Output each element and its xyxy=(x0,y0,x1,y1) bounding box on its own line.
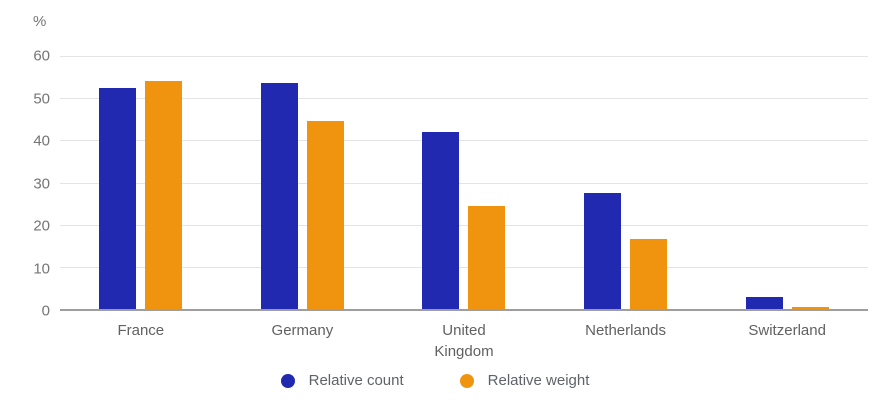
bar-groups xyxy=(60,56,868,309)
bar-relative-weight-netherlands xyxy=(630,239,668,309)
y-axis-tick-label-0: 0 xyxy=(41,302,50,320)
x-axis-label-france: France xyxy=(117,322,165,339)
y-axis-tick-label-10: 10 xyxy=(33,260,50,277)
plot-area xyxy=(60,56,868,311)
gridline-30 xyxy=(60,182,868,184)
bar-relative-weight-france xyxy=(145,81,183,309)
gridline-20 xyxy=(60,224,868,226)
bar-relative-count-germany xyxy=(260,83,298,309)
bar-relative-weight-germany xyxy=(306,121,344,309)
y-axis-tick-label-20: 20 xyxy=(33,217,50,235)
gridline-40 xyxy=(60,140,868,142)
bar-relative-count-switzerland xyxy=(745,297,783,309)
bar-relative-weight-switzerland xyxy=(791,306,829,309)
x-axis-label-united-kingdom: United Kingdom xyxy=(434,322,494,360)
y-axis-tick-label-30: 30 xyxy=(33,175,50,192)
x-axis: France Germany United Kingdom Netherlands Sw… xyxy=(60,320,868,362)
bar-group-switzerland xyxy=(745,56,829,309)
bar-group-united-kingdom xyxy=(422,56,506,309)
legend-label-relative-count: Relative count xyxy=(308,372,404,389)
bar-group-france xyxy=(99,56,183,309)
gridline-10 xyxy=(60,266,868,268)
bar-relative-count-united-kingdom xyxy=(422,131,460,309)
bar-relative-count-netherlands xyxy=(584,193,622,309)
y-axis-unit-label: % xyxy=(33,13,47,30)
bar-relative-count-france xyxy=(99,87,137,309)
legend: Relative count Relative weight xyxy=(0,372,870,389)
gridline-60 xyxy=(60,56,868,57)
legend-label-relative-weight: Relative weight xyxy=(487,372,590,389)
bar-group-germany xyxy=(260,56,344,309)
legend-item-relative-weight: Relative weight xyxy=(459,372,590,389)
gridline-50 xyxy=(60,98,868,100)
x-axis-label-germany: Germany xyxy=(271,322,334,339)
legend-item-relative-count: Relative count xyxy=(280,372,404,389)
x-axis-label-netherlands: Netherlands xyxy=(585,322,667,339)
y-axis-tick-label-50: 50 xyxy=(33,90,50,107)
y-axis-tick-label-40: 40 xyxy=(33,132,50,150)
bar-group-netherlands xyxy=(584,56,668,309)
y-axis-tick-label-60: 60 xyxy=(33,47,50,65)
y-axis: 0 10 20 30 40 50 60 xyxy=(0,48,52,320)
legend-dot-relative-weight xyxy=(459,373,474,388)
x-axis-label-switzerland: Switzerland xyxy=(748,322,826,339)
bar-relative-weight-united-kingdom xyxy=(468,205,506,309)
legend-dot-relative-count xyxy=(280,373,295,388)
